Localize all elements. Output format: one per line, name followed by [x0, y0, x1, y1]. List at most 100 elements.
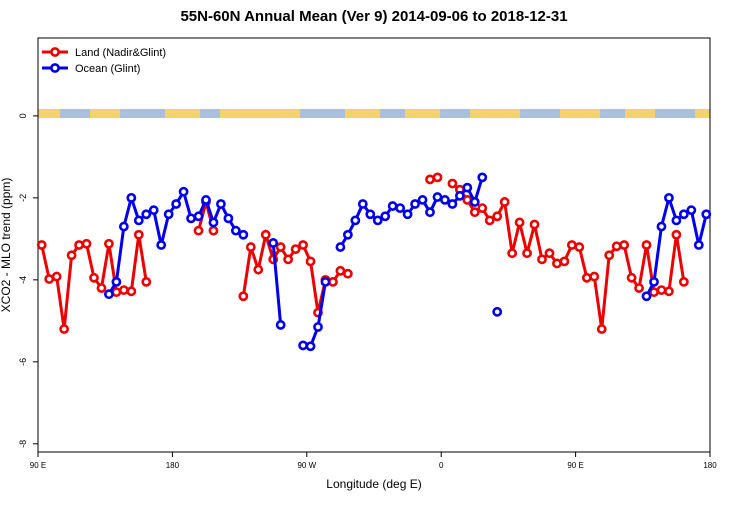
data-point: [559, 256, 570, 267]
data-point: [111, 276, 122, 287]
y-axis-label: XCO2 - MLO trend (ppm): [0, 178, 13, 313]
data-point: [335, 242, 346, 252]
data-point: [44, 274, 55, 284]
x-axis-label: Longitude (deg E): [326, 477, 421, 491]
legend-label: Ocean (Glint): [75, 63, 140, 75]
data-point: [499, 197, 510, 207]
chart-title: 55N-60N Annual Mean (Ver 9) 2014-09-06 t…: [180, 8, 567, 25]
data-point: [529, 219, 540, 230]
data-point: [275, 242, 286, 252]
data-point: [432, 172, 443, 183]
data-point: [454, 190, 465, 201]
data-point: [649, 276, 659, 287]
data-point: [417, 195, 428, 205]
data-point: [664, 192, 674, 203]
data-point: [492, 211, 503, 222]
data-point: [402, 209, 413, 220]
data-point: [320, 276, 331, 287]
y-tick-label: -4: [18, 276, 28, 284]
data-point: [126, 286, 137, 297]
data-point: [604, 250, 615, 261]
data-point: [537, 254, 547, 265]
data-point: [290, 244, 301, 254]
series-line: [107, 176, 708, 348]
data-point: [328, 276, 338, 287]
data-point: [298, 340, 308, 351]
data-point: [462, 182, 473, 193]
data-point: [216, 199, 226, 209]
data-point: [201, 195, 211, 205]
data-point: [395, 203, 406, 214]
data-point: [96, 283, 107, 293]
data-point: [387, 201, 398, 211]
x-tick-label: 90 W: [297, 461, 316, 470]
data-point: [148, 205, 159, 216]
data-point: [141, 209, 152, 220]
data-point: [36, 240, 47, 250]
data-point: [275, 320, 286, 330]
x-tick-label: 0: [439, 461, 444, 470]
data-point: [514, 217, 525, 228]
data-point: [619, 240, 630, 250]
data-point: [104, 238, 114, 249]
data-point: [701, 209, 712, 220]
data-point: [126, 192, 137, 203]
data-point: [566, 240, 577, 250]
data-point: [596, 324, 607, 334]
data-point: [193, 211, 204, 222]
x-tick-label: 90 E: [30, 461, 46, 470]
data-point: [484, 215, 495, 226]
data-point: [268, 238, 279, 248]
y-tick-label: -8: [18, 440, 28, 448]
y-tick-label: -6: [18, 358, 28, 366]
data-point: [492, 306, 503, 317]
legend-label: Land (Nadir&Glint): [75, 47, 166, 59]
data-point: [462, 195, 473, 205]
data-point: [253, 264, 264, 275]
data-point: [260, 229, 271, 240]
legend-marker: [50, 63, 60, 73]
data-point: [51, 271, 62, 282]
data-point: [581, 272, 592, 283]
data-point: [335, 265, 346, 276]
data-point: [544, 248, 555, 259]
data-point: [380, 211, 391, 222]
data-point: [432, 192, 443, 202]
data-point: [133, 229, 144, 240]
data-point: [589, 271, 600, 282]
data-point: [193, 225, 204, 236]
data-point: [574, 242, 585, 252]
data-point: [171, 199, 182, 209]
data-point: [693, 240, 704, 250]
data-point: [641, 240, 652, 250]
data-point: [469, 207, 480, 218]
data-point: [447, 178, 458, 189]
data-point: [245, 242, 256, 252]
data-point: [163, 209, 174, 220]
data-point: [74, 240, 84, 250]
data-point: [141, 276, 152, 287]
data-point: [118, 221, 129, 232]
surface-strip: [38, 109, 710, 118]
data-point: [507, 248, 518, 259]
data-point: [552, 258, 562, 269]
data-point: [66, 250, 77, 261]
data-point: [477, 203, 488, 214]
data-point: [686, 205, 697, 216]
data-point: [230, 225, 241, 236]
data-point: [357, 199, 368, 209]
y-tick-label: -2: [18, 194, 28, 202]
data-point: [104, 289, 114, 300]
data-point: [111, 287, 122, 298]
data-point: [118, 285, 129, 295]
data-point: [238, 229, 249, 240]
data-point: [626, 272, 637, 283]
data-point: [425, 207, 435, 218]
data-point: [671, 229, 682, 240]
data-point: [133, 215, 144, 226]
data-point: [208, 217, 219, 228]
data-point: [678, 276, 689, 287]
data-point: [656, 285, 667, 295]
data-point: [372, 215, 383, 226]
